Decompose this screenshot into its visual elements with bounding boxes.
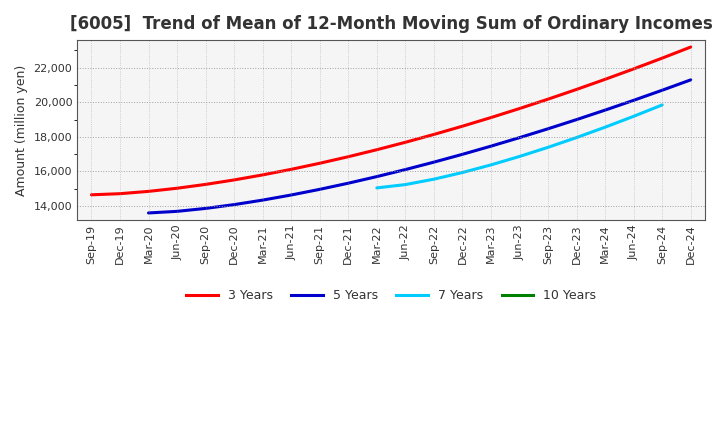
Title: [6005]  Trend of Mean of 12-Month Moving Sum of Ordinary Incomes: [6005] Trend of Mean of 12-Month Moving …	[70, 15, 713, 33]
Legend: 3 Years, 5 Years, 7 Years, 10 Years: 3 Years, 5 Years, 7 Years, 10 Years	[181, 284, 600, 307]
Y-axis label: Amount (million yen): Amount (million yen)	[15, 64, 28, 196]
